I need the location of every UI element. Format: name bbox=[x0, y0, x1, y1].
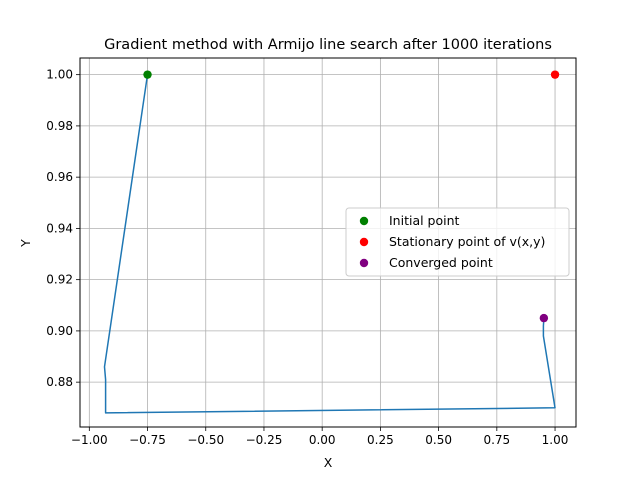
y-tick-label: 0.88 bbox=[46, 375, 73, 389]
legend-marker bbox=[359, 237, 369, 247]
y-tick-label: 1.00 bbox=[46, 68, 73, 82]
legend-box bbox=[345, 207, 570, 277]
legend-label: Initial point bbox=[389, 213, 460, 228]
legend-label: Converged point bbox=[389, 255, 493, 270]
x-tick-label: 1.00 bbox=[542, 433, 569, 447]
x-tick-label: 0.25 bbox=[367, 433, 394, 447]
x-tick-label: −0.25 bbox=[246, 433, 283, 447]
y-tick-label: 0.92 bbox=[46, 273, 73, 287]
legend-marker bbox=[359, 216, 369, 226]
y-tick-label: 0.90 bbox=[46, 324, 73, 338]
x-tick-label: 0.50 bbox=[425, 433, 452, 447]
x-tick-label: −0.50 bbox=[187, 433, 224, 447]
grid bbox=[80, 58, 576, 427]
y-tick-label: 0.96 bbox=[46, 170, 73, 184]
x-tick-label: −0.75 bbox=[129, 433, 166, 447]
x-tick-label: 0.00 bbox=[309, 433, 336, 447]
legend-marker bbox=[359, 258, 369, 268]
legend: Initial point Stationary point of v(x,y) C… bbox=[345, 207, 570, 277]
marker-converged-point bbox=[539, 313, 549, 323]
plot-frame bbox=[79, 57, 577, 428]
y-tick-label: 0.94 bbox=[46, 221, 73, 235]
y-tick-label: 0.98 bbox=[46, 119, 73, 133]
y-axis-label: Y bbox=[18, 239, 33, 248]
trajectory-line bbox=[103, 74, 556, 414]
legend-label: Stationary point of v(x,y) bbox=[389, 234, 545, 249]
chart-title: Gradient method with Armijo line search … bbox=[104, 37, 552, 53]
series-layer bbox=[103, 74, 556, 414]
points-layer bbox=[143, 70, 560, 323]
x-axis-label: X bbox=[324, 455, 333, 470]
x-tick-label: −1.00 bbox=[71, 433, 108, 447]
marker-initial-point bbox=[143, 70, 152, 79]
ticks-layer: −1.00 −0.75 −0.50 −0.25 0.00 0.25 0.50 0.75 1.00… bbox=[46, 68, 568, 447]
x-tick-label: 0.75 bbox=[483, 433, 510, 447]
marker-stationary-point-of-v-x-y bbox=[550, 70, 560, 79]
